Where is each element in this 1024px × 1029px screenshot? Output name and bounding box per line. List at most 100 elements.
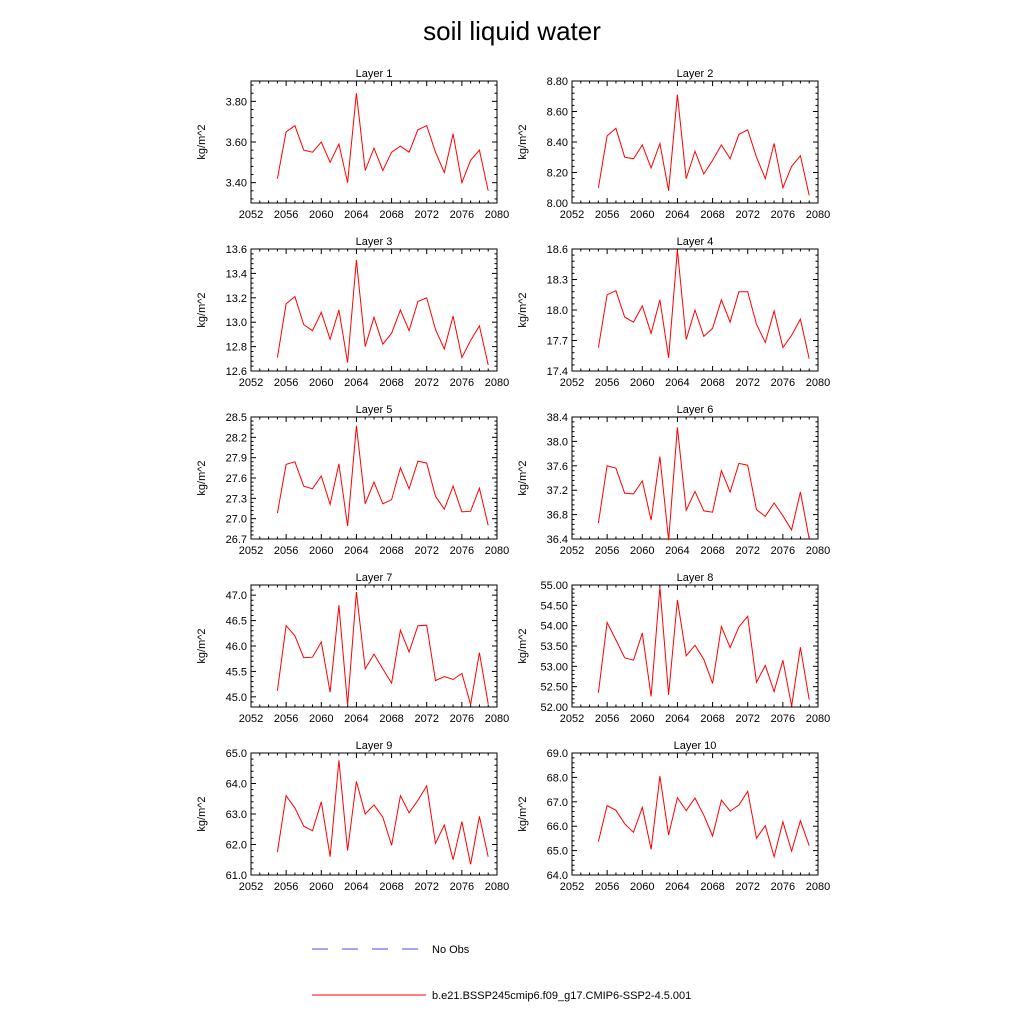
plot-frame — [250, 752, 498, 876]
chart-panel-7: Layer 7 2052 2056 2060 2064 2068 2072 2076 2080 4… — [196, 572, 509, 725]
x-tick-label: 2080 — [806, 713, 830, 725]
chart-panel-8: Layer 8 2052 2056 2060 2064 2068 2072 2076 2080 5… — [517, 572, 830, 725]
y-tick-label: 52.00 — [540, 702, 568, 714]
x-tick-label: 2076 — [450, 545, 474, 557]
x-tick-label: 2052 — [239, 209, 263, 221]
x-tick-label: 2052 — [560, 209, 584, 221]
panel-title: Layer 7 — [356, 572, 393, 584]
x-tick-label: 2080 — [485, 377, 509, 389]
x-tick-label: 2076 — [771, 377, 795, 389]
y-tick-label: 12.8 — [226, 342, 247, 354]
y-tick-label: 52.50 — [540, 682, 568, 694]
y-tick-label: 61.0 — [226, 870, 247, 882]
x-tick-label: 2056 — [595, 377, 619, 389]
x-tick-label: 2072 — [735, 713, 759, 725]
plot-frame — [571, 416, 819, 540]
y-tick-label: 68.0 — [547, 772, 568, 784]
plot-frame — [250, 416, 498, 540]
y-tick-label: 46.5 — [226, 616, 247, 628]
x-tick-label: 2080 — [485, 713, 509, 725]
y-tick-label: 36.8 — [547, 510, 568, 522]
x-tick-label: 2064 — [665, 209, 689, 221]
x-tick-label: 2080 — [806, 209, 830, 221]
x-tick-label: 2060 — [630, 713, 654, 725]
y-tick-label: 8.20 — [547, 168, 568, 180]
series-line-1 — [597, 427, 810, 541]
series-line-1 — [276, 259, 489, 366]
y-tick-label: 13.4 — [226, 268, 247, 280]
y-tick-label: 38.0 — [547, 436, 568, 448]
x-tick-label: 2076 — [771, 545, 795, 557]
panel-title: Layer 3 — [356, 236, 393, 248]
x-tick-label: 2056 — [595, 209, 619, 221]
y-tick-label: 55.00 — [540, 580, 568, 592]
y-tick-label: 17.4 — [547, 366, 568, 378]
panel-title: Layer 8 — [677, 572, 714, 584]
x-tick-label: 2064 — [344, 545, 368, 557]
x-tick-label: 2068 — [379, 545, 403, 557]
x-tick-label: 2060 — [309, 545, 333, 557]
x-tick-label: 2060 — [630, 377, 654, 389]
series-line-1 — [276, 93, 489, 191]
x-tick-label: 2064 — [665, 713, 689, 725]
series-line-1 — [276, 592, 489, 706]
x-tick-label: 2052 — [560, 713, 584, 725]
y-tick-label: 67.0 — [547, 797, 568, 809]
y-tick-label: 17.7 — [547, 336, 568, 348]
x-tick-label: 2072 — [735, 209, 759, 221]
y-tick-label: 46.0 — [226, 641, 247, 653]
x-tick-label: 2060 — [309, 209, 333, 221]
y-tick-label: 13.2 — [226, 293, 247, 305]
x-tick-label: 2064 — [665, 377, 689, 389]
y-tick-label: 27.3 — [226, 493, 247, 505]
y-tick-label: 18.6 — [547, 244, 568, 256]
y-tick-label: 26.7 — [226, 534, 247, 546]
y-tick-label: 53.50 — [540, 641, 568, 653]
x-tick-label: 2076 — [771, 713, 795, 725]
x-tick-label: 2068 — [379, 209, 403, 221]
y-tick-label: 18.3 — [547, 275, 568, 287]
x-tick-label: 2068 — [379, 713, 403, 725]
y-tick-label: 8.80 — [547, 76, 568, 88]
plot-frame — [250, 584, 498, 708]
y-tick-label: 27.9 — [226, 453, 247, 465]
chart-panel-6: Layer 6 2052 2056 2060 2064 2068 2072 2076 2080 3… — [517, 404, 830, 557]
x-tick-label: 2060 — [630, 545, 654, 557]
x-tick-label: 2080 — [485, 881, 509, 893]
x-tick-label: 2052 — [239, 713, 263, 725]
y-tick-label: 8.60 — [547, 107, 568, 119]
x-tick-label: 2068 — [700, 209, 724, 221]
x-tick-label: 2052 — [239, 377, 263, 389]
y-tick-label: 36.4 — [547, 534, 568, 546]
y-tick-label: 64.0 — [547, 870, 568, 882]
x-tick-label: 2056 — [595, 545, 619, 557]
plot-frame — [250, 80, 498, 204]
y-tick-label: 54.50 — [540, 600, 568, 612]
y-tick-label: 47.0 — [226, 590, 247, 602]
chart-panel-4: Layer 4 2052 2056 2060 2064 2068 2072 2076 2080 1… — [517, 236, 830, 389]
y-tick-label: 27.0 — [226, 514, 247, 526]
y-tick-label: 37.2 — [547, 485, 568, 497]
x-tick-label: 2068 — [379, 377, 403, 389]
plot-frame — [571, 752, 819, 876]
x-tick-label: 2060 — [309, 881, 333, 893]
series-line-1 — [597, 586, 810, 707]
x-tick-label: 2056 — [595, 713, 619, 725]
y-tick-label: 27.6 — [226, 473, 247, 485]
x-tick-label: 2056 — [274, 545, 298, 557]
panel-title: Layer 6 — [677, 404, 714, 416]
y-tick-label: 65.0 — [547, 846, 568, 858]
x-tick-label: 2052 — [239, 545, 263, 557]
y-tick-label: 3.40 — [226, 178, 247, 190]
x-tick-label: 2072 — [735, 545, 759, 557]
x-tick-label: 2060 — [630, 209, 654, 221]
x-tick-label: 2072 — [414, 713, 438, 725]
chart-panel-9: Layer 9 2052 2056 2060 2064 2068 2072 2076 2080 6… — [196, 740, 509, 893]
x-tick-label: 2064 — [665, 545, 689, 557]
x-tick-label: 2052 — [560, 545, 584, 557]
x-tick-label: 2076 — [450, 881, 474, 893]
panel-title: Layer 9 — [356, 740, 393, 752]
y-tick-label: 37.6 — [547, 461, 568, 473]
x-tick-label: 2076 — [450, 377, 474, 389]
